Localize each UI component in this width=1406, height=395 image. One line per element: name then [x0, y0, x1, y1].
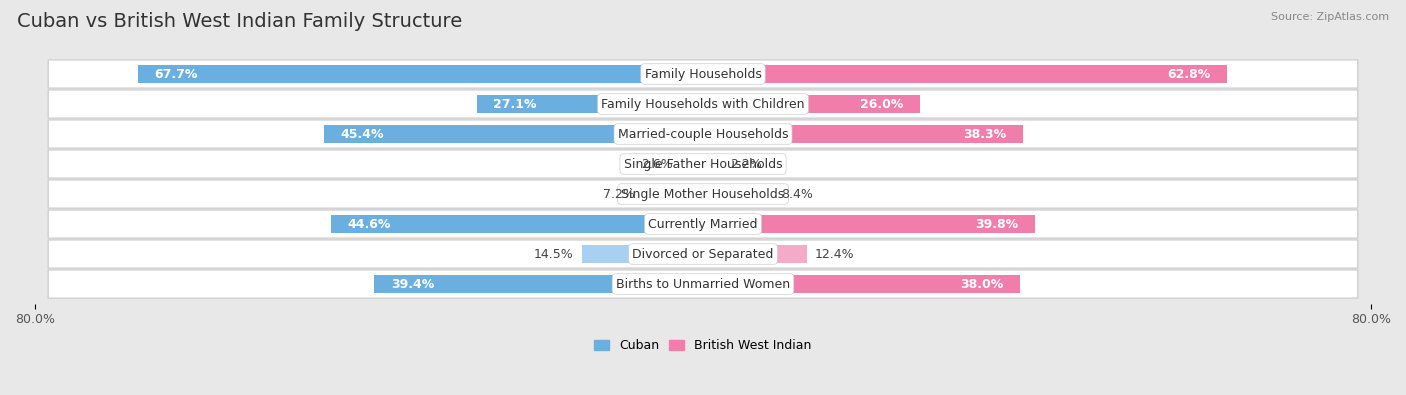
Bar: [138, 65, 703, 83]
Text: 38.3%: 38.3%: [963, 128, 1007, 141]
Text: 39.8%: 39.8%: [976, 218, 1018, 231]
FancyBboxPatch shape: [48, 150, 1358, 178]
Bar: [703, 65, 1227, 83]
Bar: [703, 125, 1022, 143]
Bar: [323, 125, 703, 143]
Text: Currently Married: Currently Married: [648, 218, 758, 231]
Bar: [374, 275, 703, 293]
Text: Divorced or Separated: Divorced or Separated: [633, 248, 773, 261]
Text: 2.6%: 2.6%: [641, 158, 673, 171]
Text: 8.4%: 8.4%: [782, 188, 813, 201]
Text: Single Father Households: Single Father Households: [624, 158, 782, 171]
Bar: [703, 155, 721, 173]
Text: 27.1%: 27.1%: [494, 98, 537, 111]
Bar: [703, 185, 773, 203]
Bar: [643, 185, 703, 203]
FancyBboxPatch shape: [48, 240, 1358, 268]
Text: Cuban vs British West Indian Family Structure: Cuban vs British West Indian Family Stru…: [17, 12, 463, 31]
Text: 2.2%: 2.2%: [730, 158, 762, 171]
Text: 14.5%: 14.5%: [534, 248, 574, 261]
Text: 67.7%: 67.7%: [155, 68, 198, 81]
Text: Family Households with Children: Family Households with Children: [602, 98, 804, 111]
Bar: [703, 215, 1035, 233]
Bar: [703, 95, 920, 113]
Text: 7.2%: 7.2%: [603, 188, 634, 201]
FancyBboxPatch shape: [48, 90, 1358, 118]
Text: Married-couple Households: Married-couple Households: [617, 128, 789, 141]
Text: 62.8%: 62.8%: [1167, 68, 1211, 81]
FancyBboxPatch shape: [48, 120, 1358, 148]
FancyBboxPatch shape: [48, 270, 1358, 298]
Text: 38.0%: 38.0%: [960, 278, 1004, 291]
Text: 26.0%: 26.0%: [860, 98, 904, 111]
Bar: [682, 155, 703, 173]
Bar: [582, 245, 703, 263]
Text: 44.6%: 44.6%: [347, 218, 391, 231]
Text: 39.4%: 39.4%: [391, 278, 434, 291]
Legend: Cuban, British West Indian: Cuban, British West Indian: [595, 339, 811, 352]
Text: 45.4%: 45.4%: [340, 128, 384, 141]
Bar: [477, 95, 703, 113]
FancyBboxPatch shape: [48, 180, 1358, 208]
Text: Family Households: Family Households: [644, 68, 762, 81]
Text: Source: ZipAtlas.com: Source: ZipAtlas.com: [1271, 12, 1389, 22]
Bar: [703, 275, 1021, 293]
FancyBboxPatch shape: [48, 60, 1358, 88]
Bar: [330, 215, 703, 233]
Text: 12.4%: 12.4%: [815, 248, 855, 261]
Text: Single Mother Households: Single Mother Households: [621, 188, 785, 201]
FancyBboxPatch shape: [48, 210, 1358, 238]
Bar: [703, 245, 807, 263]
Text: Births to Unmarried Women: Births to Unmarried Women: [616, 278, 790, 291]
